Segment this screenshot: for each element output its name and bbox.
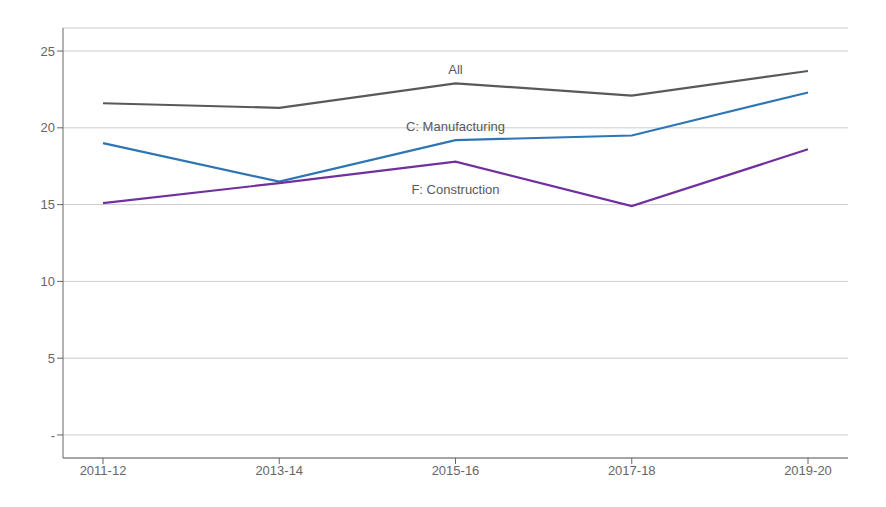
svg-text:2015-16: 2015-16	[432, 463, 480, 478]
svg-text:20: 20	[41, 120, 55, 135]
svg-text:2019-20: 2019-20	[784, 463, 832, 478]
svg-text:F: Construction: F: Construction	[411, 182, 499, 197]
svg-text:5: 5	[48, 351, 55, 366]
svg-text:2013-14: 2013-14	[255, 463, 303, 478]
svg-text:10: 10	[41, 274, 55, 289]
svg-text:2017-18: 2017-18	[608, 463, 656, 478]
svg-text:25: 25	[41, 44, 55, 59]
svg-text:2011-12: 2011-12	[80, 463, 127, 478]
svg-text:All: All	[448, 62, 463, 77]
svg-text:-: -	[51, 428, 55, 443]
svg-text:15: 15	[41, 197, 55, 212]
svg-text:C: Manufacturing: C: Manufacturing	[406, 119, 505, 134]
